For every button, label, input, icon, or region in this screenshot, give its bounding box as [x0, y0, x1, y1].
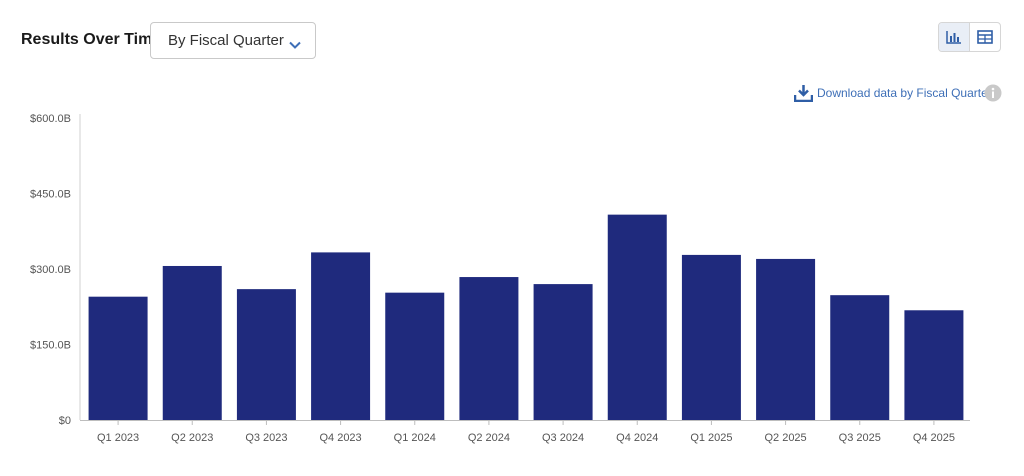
download-label: Download data by Fiscal Quarter: [817, 86, 992, 100]
bar: [756, 258, 816, 420]
bar: [236, 289, 296, 420]
period-dropdown[interactable]: By Fiscal Quarter: [150, 22, 316, 59]
dropdown-value: By Fiscal Quarter: [168, 32, 284, 49]
x-tick-label: Q1 2025: [690, 432, 732, 444]
bar: [162, 265, 222, 420]
bar-view-button[interactable]: [939, 23, 969, 51]
bar: [459, 277, 519, 420]
x-tick-label: Q4 2023: [319, 432, 361, 444]
y-tick-label: $150.0B: [30, 340, 71, 352]
bar: [88, 296, 148, 420]
view-toggle: [938, 22, 1001, 52]
table-view-button[interactable]: [969, 23, 1000, 51]
chevron-down-icon: [289, 36, 301, 53]
x-tick-label: Q1 2023: [97, 432, 139, 444]
bar-chart-icon: [946, 31, 961, 44]
y-tick-label: $0: [59, 415, 71, 427]
chart-title: Results Over Time: [21, 31, 162, 48]
bar: [311, 252, 371, 420]
x-tick-label: Q1 2024: [394, 432, 436, 444]
table-icon: [977, 30, 993, 44]
bar: [607, 214, 667, 420]
x-tick-label: Q2 2023: [171, 432, 213, 444]
bar: [385, 292, 445, 420]
x-tick-label: Q2 2024: [468, 432, 510, 444]
bar: [830, 295, 890, 420]
x-tick-label: Q3 2023: [245, 432, 287, 444]
download-link[interactable]: Download data by Fiscal Quarter: [794, 84, 992, 102]
y-tick-label: $300.0B: [30, 264, 71, 276]
x-tick-label: Q4 2024: [616, 432, 658, 444]
x-tick-label: Q3 2025: [839, 432, 881, 444]
download-icon: [794, 85, 813, 102]
x-tick-label: Q4 2025: [913, 432, 955, 444]
bar: [681, 254, 741, 420]
y-tick-label: $450.0B: [30, 189, 71, 201]
x-tick-label: Q3 2024: [542, 432, 584, 444]
y-tick-label: $600.0B: [30, 113, 71, 125]
x-tick-label: Q2 2025: [764, 432, 806, 444]
bar: [904, 310, 964, 420]
bar: [533, 284, 593, 420]
info-icon[interactable]: [984, 84, 1002, 107]
